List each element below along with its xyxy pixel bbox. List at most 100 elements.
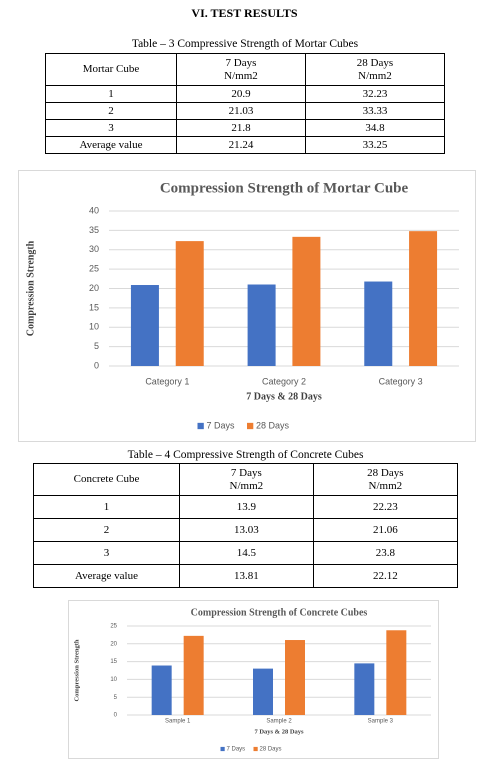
legend-label: 28 Days bbox=[256, 420, 290, 430]
x-axis-label: 7 Days & 28 Days bbox=[246, 391, 322, 402]
table-cell: 21.24 bbox=[176, 136, 306, 154]
header-cell: 7 Days N/mm2 bbox=[179, 463, 314, 496]
x-tick-label: Category 1 bbox=[145, 376, 189, 386]
table-cell: 13.03 bbox=[179, 518, 314, 542]
bar bbox=[130, 285, 159, 366]
y-tick-label: 25 bbox=[89, 264, 99, 274]
x-tick-label: Category 2 bbox=[262, 376, 306, 386]
y-tick-label: 5 bbox=[114, 695, 118, 701]
header-text: 28 Days bbox=[356, 56, 394, 69]
table-cell: 2 bbox=[33, 518, 180, 542]
table-row: 1 20.9 32.23 bbox=[45, 85, 446, 103]
y-tick-label: 20 bbox=[89, 283, 99, 293]
y-tick-label: 35 bbox=[89, 225, 99, 235]
header-unit: N/mm2 bbox=[368, 479, 403, 492]
y-axis-label: Compression Strength bbox=[73, 639, 80, 701]
bar bbox=[247, 284, 276, 366]
y-tick-label: 5 bbox=[94, 341, 99, 351]
table-caption: Table – 4 Compressive Strength of Concre… bbox=[127, 449, 364, 461]
table-row: Average value 13.81 22.12 bbox=[33, 564, 459, 588]
bar bbox=[292, 236, 321, 366]
table-cell: 1 bbox=[33, 495, 180, 519]
legend-swatch bbox=[247, 422, 254, 430]
table-body: 1 13.9 22.23 2 13.03 21.06 3 14.5 23.8 Average va… bbox=[33, 495, 459, 588]
y-tick-label: 15 bbox=[110, 659, 117, 665]
bar bbox=[253, 668, 273, 715]
y-tick-label: 30 bbox=[89, 244, 99, 254]
table-row: Average value 21.24 33.25 bbox=[45, 136, 446, 154]
chart-frame: Compression Strength of Mortar Cube Compr… bbox=[18, 170, 476, 442]
x-tick-label: Sample 3 bbox=[368, 719, 394, 725]
bar bbox=[364, 281, 393, 366]
table-cell: Average value bbox=[33, 564, 180, 588]
table-caption: Table – 3 Compressive Strength of Mortar… bbox=[131, 38, 359, 50]
bar bbox=[285, 640, 305, 715]
table-row: 2 21.03 33.33 bbox=[45, 102, 446, 120]
y-axis-label: Compression Strength bbox=[25, 240, 36, 336]
bar bbox=[183, 635, 204, 715]
legend-label: 28 Days bbox=[260, 747, 282, 753]
table: Mortar Cube 7 Days N/mm2 28 Days N/mm2 1 20… bbox=[45, 53, 446, 154]
chart-title: Compression Strength of Mortar Cube bbox=[160, 180, 409, 196]
bar bbox=[151, 665, 172, 715]
legend-swatch bbox=[197, 422, 204, 430]
header-unit: N/mm2 bbox=[358, 69, 392, 82]
header-text: 28 Days bbox=[367, 466, 404, 479]
table-cell: 33.33 bbox=[304, 102, 446, 120]
chart-frame: Compression Strength of Concrete Cubes Co… bbox=[68, 600, 439, 759]
table-cell: 23.8 bbox=[312, 541, 459, 565]
table-cell: 22.23 bbox=[312, 495, 459, 519]
table-row: 1 13.9 22.23 bbox=[33, 495, 459, 519]
x-tick-label: Category 3 bbox=[379, 376, 423, 386]
y-tick-label: 15 bbox=[89, 302, 99, 312]
table-cell: 3 bbox=[33, 541, 180, 565]
header-cell: 7 Days N/mm2 bbox=[176, 53, 306, 86]
chart: Compression Strength of Mortar Cube Compr… bbox=[25, 180, 459, 430]
legend-swatch bbox=[220, 746, 225, 752]
header-text: 7 Days bbox=[225, 56, 257, 69]
table: Concrete Cube 7 Days N/mm2 28 Days N/mm2 1… bbox=[33, 463, 459, 588]
table-cell: 21.06 bbox=[312, 518, 459, 542]
bar bbox=[354, 663, 375, 715]
table-cell: 21.03 bbox=[176, 102, 306, 120]
table-cell: 13.81 bbox=[179, 564, 314, 588]
y-tick-label: 10 bbox=[89, 322, 99, 332]
table-cell: 20.9 bbox=[176, 85, 306, 103]
table-cell: 34.8 bbox=[304, 119, 446, 137]
y-tick-label: 25 bbox=[110, 624, 117, 630]
y-tick-label: 40 bbox=[89, 205, 99, 215]
y-tick-label: 0 bbox=[94, 360, 99, 370]
header-unit: N/mm2 bbox=[224, 69, 258, 82]
x-tick-label: Sample 2 bbox=[266, 719, 292, 725]
legend-label: 7 Days bbox=[227, 747, 246, 753]
header-text: 7 Days bbox=[230, 466, 262, 479]
header-cell: 28 Days N/mm2 bbox=[312, 463, 459, 496]
y-tick-label: 0 bbox=[114, 713, 118, 719]
table-cell: 3 bbox=[45, 119, 177, 137]
header-cell: Mortar Cube bbox=[45, 53, 177, 86]
table-cell: 21.8 bbox=[176, 119, 306, 137]
bar bbox=[386, 630, 407, 715]
legend-swatch bbox=[253, 746, 258, 752]
table-cell: 32.23 bbox=[304, 85, 446, 103]
table-cell: 13.9 bbox=[179, 495, 314, 519]
bar bbox=[409, 231, 438, 366]
table-cell: 1 bbox=[45, 85, 177, 103]
header-cell: Concrete Cube bbox=[33, 463, 180, 496]
header-cell: 28 Days N/mm2 bbox=[304, 53, 446, 86]
y-tick-label: 20 bbox=[110, 641, 117, 647]
legend-label: 7 Days bbox=[207, 420, 236, 430]
section-heading: VI. TEST RESULTS bbox=[191, 6, 298, 20]
header-unit: N/mm2 bbox=[229, 479, 264, 492]
table-row: 3 14.5 23.8 bbox=[33, 541, 459, 565]
table-row: 3 21.8 34.8 bbox=[45, 119, 446, 137]
table-cell: Average value bbox=[45, 136, 177, 154]
chart-title: Compression Strength of Concrete Cubes bbox=[191, 607, 368, 618]
table-cell: 2 bbox=[45, 102, 177, 120]
chart: Compression Strength of Concrete Cubes Co… bbox=[73, 607, 431, 753]
y-tick-label: 10 bbox=[110, 677, 117, 683]
bar bbox=[175, 241, 204, 366]
table-row: 2 13.03 21.06 bbox=[33, 518, 459, 542]
table-cell: 22.12 bbox=[312, 564, 459, 588]
